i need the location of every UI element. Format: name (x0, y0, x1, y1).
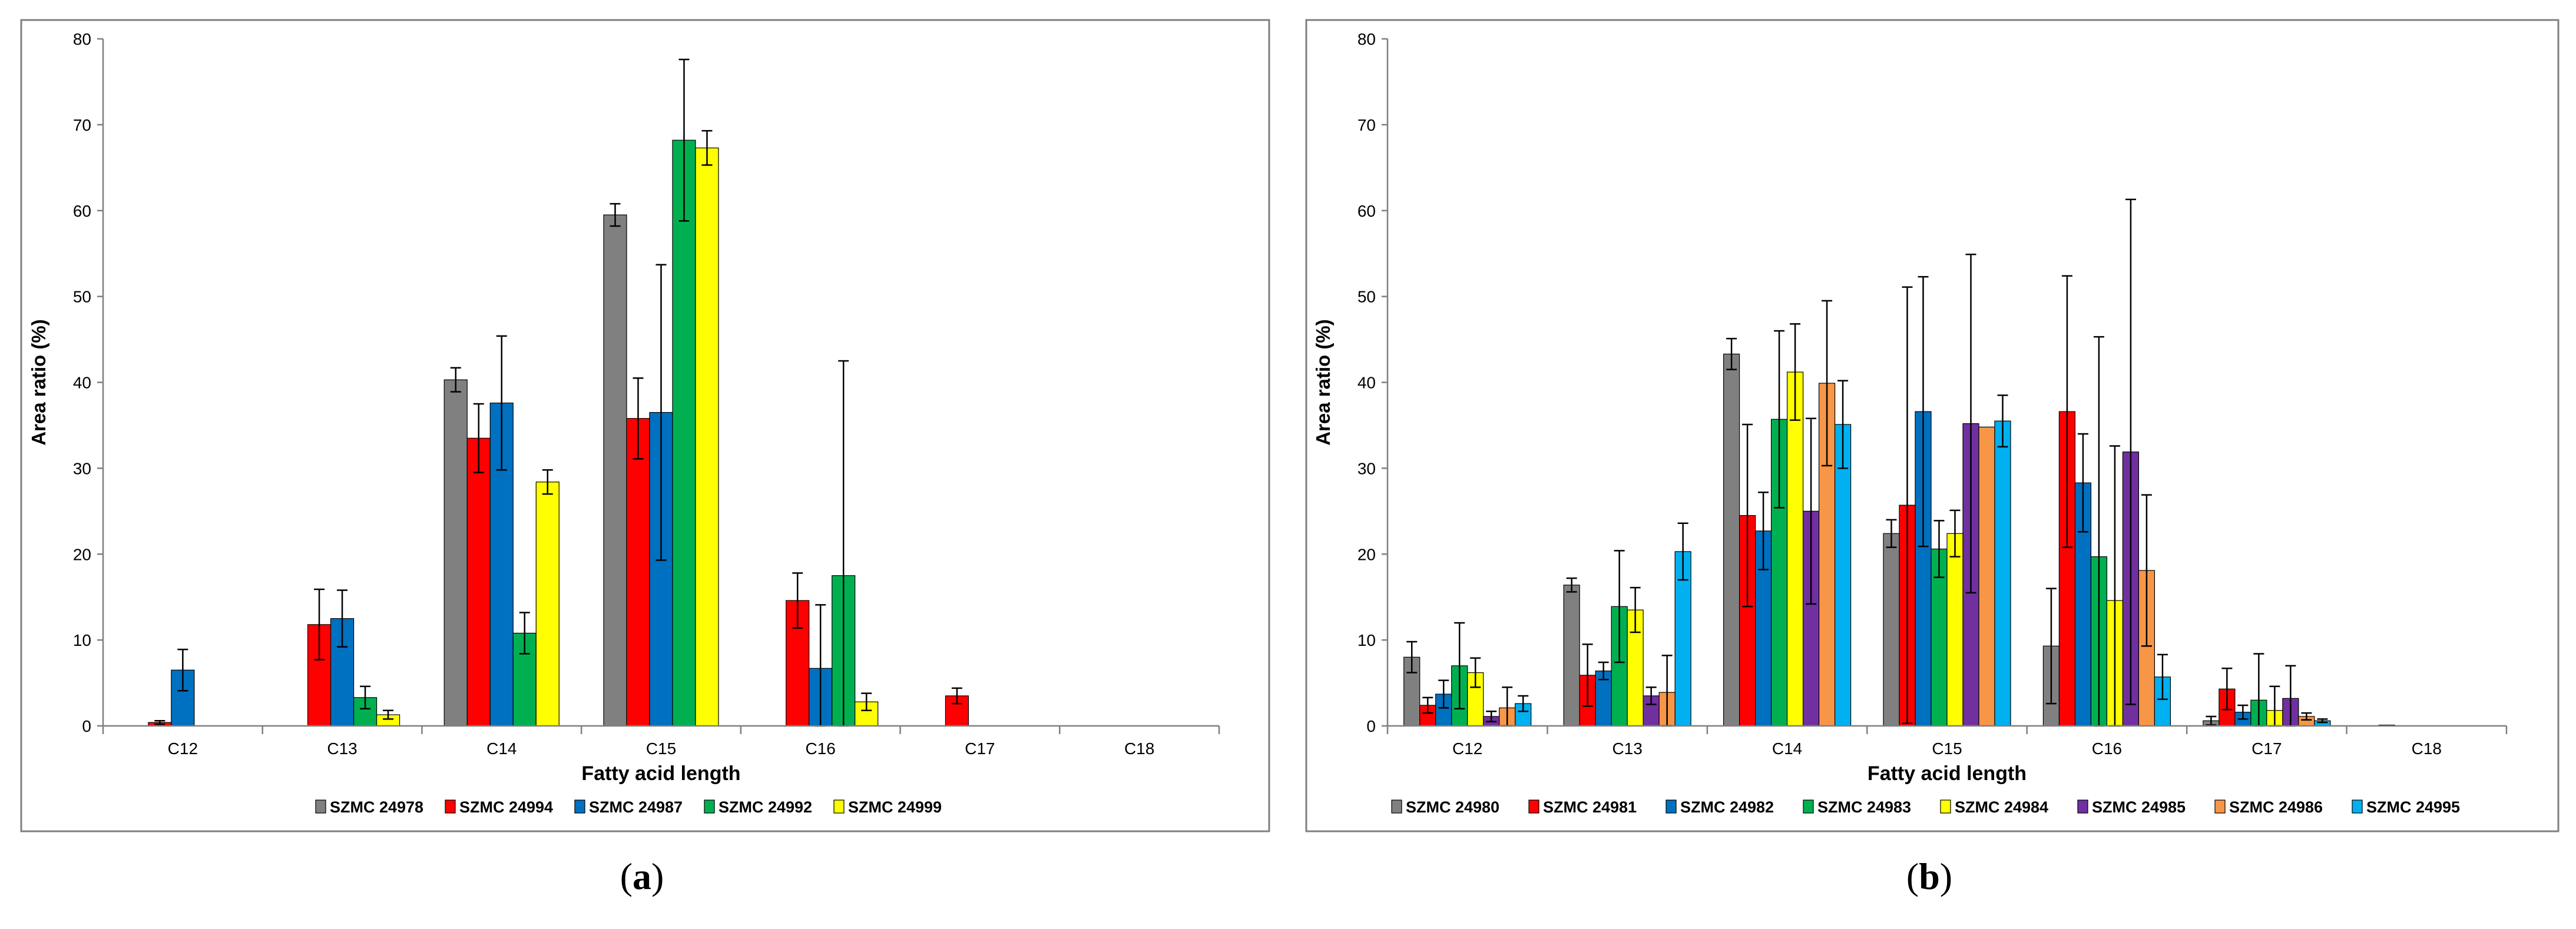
y-tick-label: 60 (1357, 202, 1376, 220)
bar-szmc-24992-c15 (672, 140, 696, 726)
legend-entry-label: SZMC 24985 (2092, 798, 2186, 816)
y-axis-title: Area ratio (%) (1312, 319, 1334, 446)
legend-entry-label: SZMC 24995 (2366, 798, 2460, 816)
legend: SZMC 24980 SZMC 24981 SZMC 24982 SZMC 24983… (1391, 798, 2460, 816)
bar-szmc-24999-c14 (535, 482, 559, 726)
y-tick-label: 30 (1357, 459, 1376, 477)
legend-entry-label: SZMC 24983 (1817, 798, 1911, 816)
y-tick-label: 70 (1357, 116, 1376, 134)
panel-label-a: (a) (620, 855, 664, 897)
bar-szmc-24980-c14 (1723, 353, 1740, 726)
bar-szmc-24984-c15 (1946, 533, 1964, 726)
y-tick-label: 10 (1357, 631, 1376, 649)
legend-entry-label: SZMC 24981 (1543, 798, 1637, 816)
y-tick-label: 60 (73, 202, 91, 220)
legend-swatch (1666, 799, 1677, 814)
legend-entry-label: SZMC 24994 (459, 798, 553, 816)
legend-entry-label: SZMC 24980 (1406, 798, 1499, 816)
legend-swatch (2077, 799, 2088, 814)
y-tick-label: 50 (73, 288, 91, 306)
legend-swatch (315, 799, 326, 814)
bar-szmc-24984-c14 (1786, 371, 1804, 726)
legend-entry-label: SZMC 24992 (719, 798, 812, 816)
legend-swatch (1528, 799, 1539, 814)
legend-swatch (2214, 799, 2226, 814)
x-tick-label: C12 (1452, 739, 1482, 758)
y-tick-label: 0 (1366, 717, 1376, 735)
y-tick-label: 80 (73, 30, 91, 48)
bar-szmc-24978-c14 (443, 379, 468, 726)
legend-entry-label: SZMC 24986 (2229, 798, 2323, 816)
legend-entry-label: SZMC 24984 (1955, 798, 2048, 816)
x-tick-label: C13 (1612, 739, 1642, 758)
legend-entry-label: SZMC 24999 (848, 798, 942, 816)
x-axis-title: Fatty acid length (1868, 762, 2027, 785)
legend-swatch (1803, 799, 1814, 814)
bar-szmc-24980-c13 (1563, 585, 1580, 726)
x-tick-label: C14 (1772, 739, 1802, 758)
x-tick-label: C17 (965, 739, 995, 758)
bar-szmc-24994-c15 (626, 418, 650, 726)
y-tick-label: 0 (82, 717, 91, 735)
chart-panel-a: 0 10 20 30 40 50 60 70 80 C12 C13 C14 C15 C16 C17 C18 Fa… (20, 19, 1270, 832)
bar-szmc-24994-c14 (466, 437, 491, 726)
legend-swatch (2352, 799, 2363, 814)
legend-entry-label: SZMC 24978 (330, 798, 423, 816)
x-tick-label: C18 (1124, 739, 1154, 758)
legend-entry-label: SZMC 24987 (589, 798, 683, 816)
bar-szmc-24995-c15 (1994, 420, 2011, 726)
chart-b-plot: 0 10 20 30 40 50 60 70 80 C12 C13 C14 C15 C16 C17 C18 Fa… (1312, 30, 2508, 816)
legend-swatch (833, 799, 845, 814)
x-tick-label: C14 (486, 739, 516, 758)
bar-szmc-24995-c14 (1834, 424, 1852, 726)
y-tick-label: 70 (73, 116, 91, 134)
chart-a-plot: 0 10 20 30 40 50 60 70 80 C12 C13 C14 C15 C16 C17 C18 Fa… (28, 30, 1220, 816)
x-tick-label: C15 (1932, 739, 1962, 758)
x-tick-label: C17 (2251, 739, 2282, 758)
y-tick-label: 20 (73, 545, 91, 563)
y-axis-title: Area ratio (%) (28, 319, 49, 446)
y-tick-label: 20 (1357, 545, 1376, 563)
panel-label-b: (b) (1906, 855, 1952, 897)
x-axis-title: Fatty acid length (581, 762, 740, 785)
y-tick-label: 80 (1357, 30, 1376, 48)
y-tick-label: 50 (1357, 288, 1376, 306)
y-tick-label: 40 (1357, 374, 1376, 392)
x-tick-label: C16 (2092, 739, 2122, 758)
legend-swatch (704, 799, 715, 814)
y-tick-label: 10 (73, 631, 91, 649)
bar-szmc-24978-c15 (603, 214, 627, 726)
y-tick-label: 30 (73, 459, 91, 477)
bar-szmc-24999-c15 (695, 147, 719, 726)
x-tick-label: C12 (168, 739, 198, 758)
legend-swatch (1940, 799, 1951, 814)
legend: SZMC 24978 SZMC 24994 SZMC 24987 SZMC 24992… (315, 798, 942, 816)
legend-entry-label: SZMC 24982 (1680, 798, 1774, 816)
x-tick-label: C13 (327, 739, 357, 758)
x-tick-label: C15 (646, 739, 676, 758)
x-tick-label: C18 (2412, 739, 2442, 758)
chart-panel-b: 0 10 20 30 40 50 60 70 80 C12 C13 C14 C15 C16 C17 C18 Fa… (1305, 19, 2560, 832)
y-tick-label: 40 (73, 374, 91, 392)
legend-swatch (445, 799, 456, 814)
legend-swatch (574, 799, 585, 814)
x-tick-label: C16 (806, 739, 836, 758)
legend-swatch (1391, 799, 1402, 814)
bar-szmc-24980-c15 (1883, 533, 1900, 726)
bar-szmc-24986-c15 (1978, 426, 1995, 726)
